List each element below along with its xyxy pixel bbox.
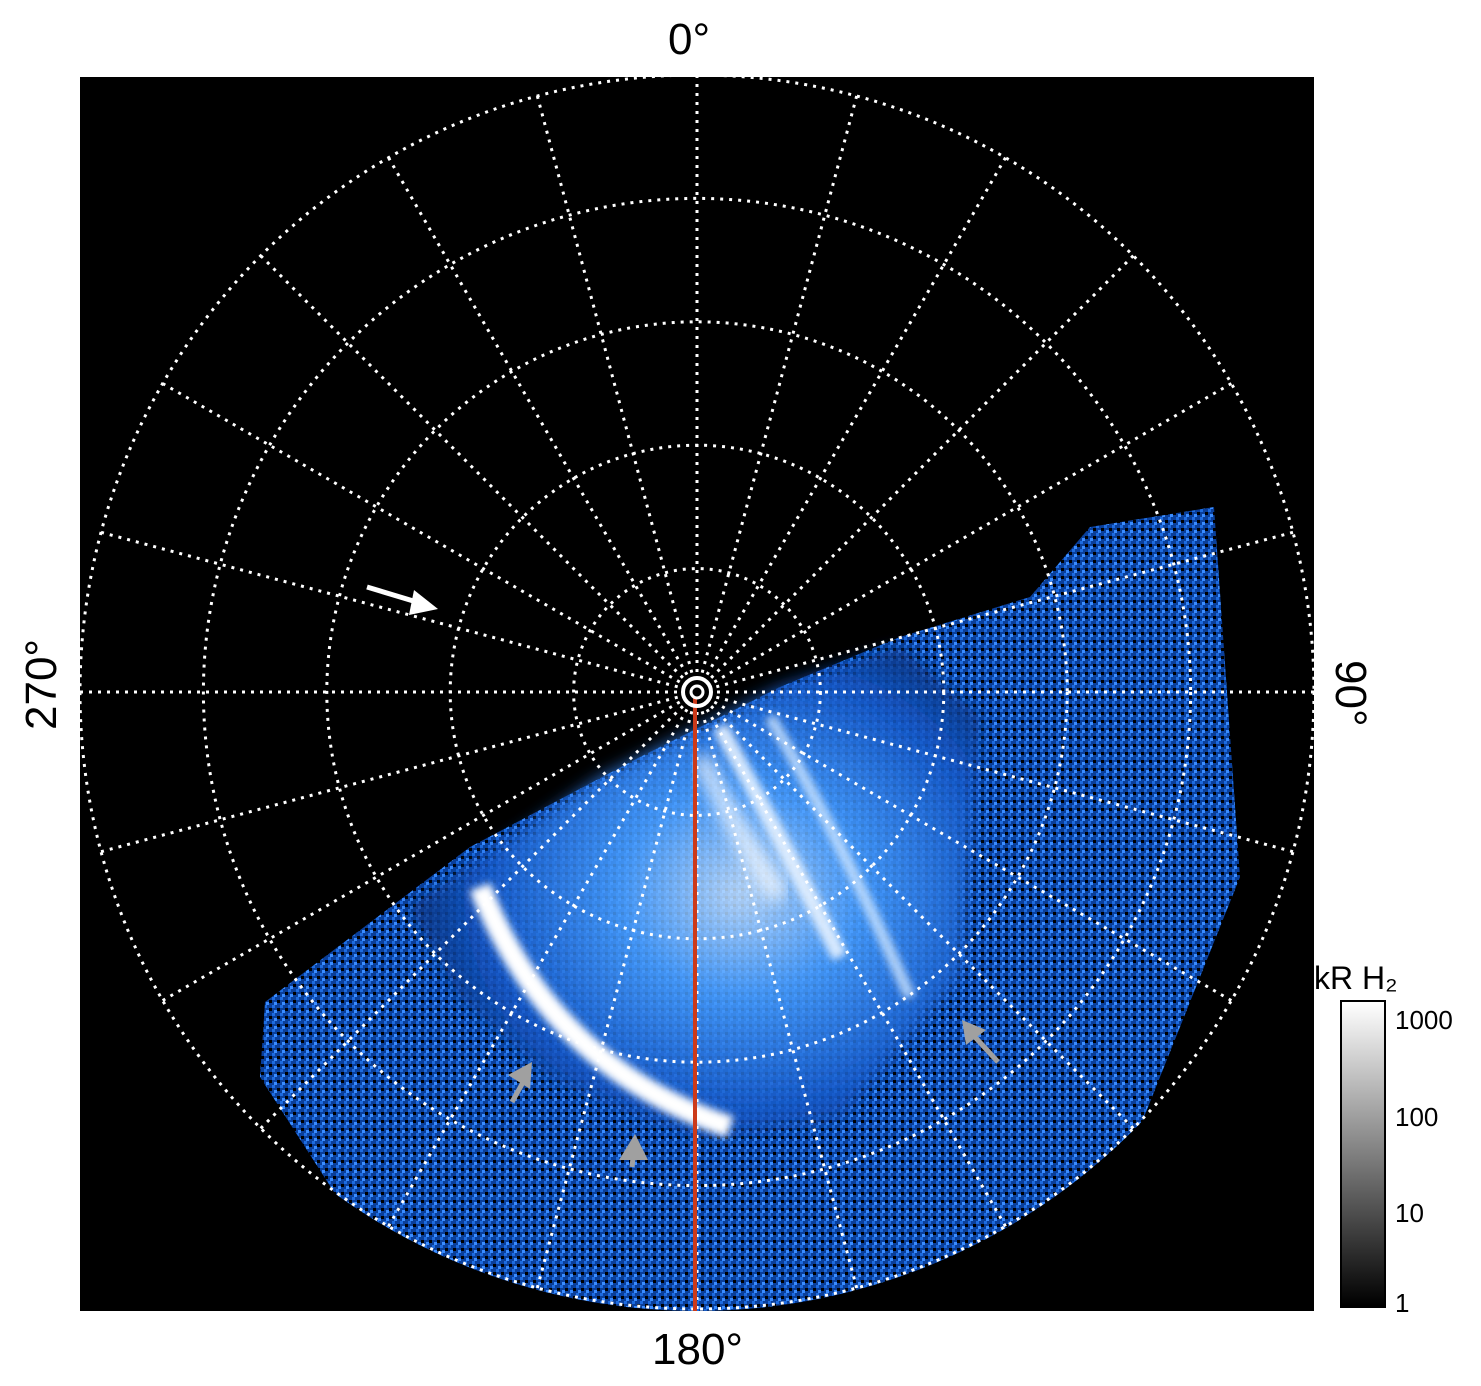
colorbar-tick-10: 10 xyxy=(1395,1198,1424,1228)
grid-spoke xyxy=(535,710,694,1289)
grid-spoke xyxy=(700,95,859,674)
grid-spoke xyxy=(705,708,1007,1228)
polar-grid xyxy=(78,73,1316,1311)
grid-spoke xyxy=(710,705,1135,1130)
colorbar-gradient xyxy=(1340,1000,1386,1308)
label-270-deg: 270° xyxy=(17,638,66,730)
grid-spoke xyxy=(713,700,1233,1002)
grid-spoke xyxy=(259,254,684,679)
grid-spoke xyxy=(535,95,694,674)
grid-spoke xyxy=(161,700,681,1002)
label-0-deg: 0° xyxy=(668,15,711,64)
colorbar-title: kR H₂ xyxy=(1314,960,1398,996)
grid-spoke xyxy=(700,710,859,1289)
label-180-deg: 180° xyxy=(652,1325,744,1374)
colorbar xyxy=(1340,1000,1386,1308)
arrow-icon-gray-2 xyxy=(619,1134,648,1168)
grid-spoke xyxy=(259,705,684,1130)
arrow-icon-gray-3 xyxy=(962,1020,1000,1064)
grid-spoke xyxy=(710,254,1135,679)
grid-spoke xyxy=(715,695,1294,854)
grid-circle xyxy=(325,320,1069,1064)
grid-spoke xyxy=(100,695,679,854)
grid-spoke xyxy=(161,382,681,684)
grid-spoke xyxy=(387,156,689,676)
arrow-icon-white xyxy=(366,584,438,615)
grid-spoke xyxy=(713,382,1233,684)
colorbar-tick-1: 1 xyxy=(1395,1288,1410,1318)
arrow-icon-gray-1 xyxy=(508,1062,532,1104)
aurora-region xyxy=(260,507,1240,1311)
grid-circle xyxy=(572,567,822,817)
colorbar-tick-1000: 1000 xyxy=(1395,1005,1453,1035)
grid-spoke xyxy=(705,156,1007,676)
grid-spoke xyxy=(387,708,689,1228)
polar-projection-svg xyxy=(78,73,1316,1311)
concentric-circle-icon xyxy=(681,676,713,708)
grid-spoke xyxy=(715,530,1294,689)
label-90-deg: 90° xyxy=(1326,660,1375,727)
polar-aurora-image xyxy=(78,73,1316,1311)
main-auroral-arc xyxy=(469,883,734,1138)
grid-spoke xyxy=(100,530,679,689)
colorbar-tick-100: 100 xyxy=(1395,1102,1439,1132)
